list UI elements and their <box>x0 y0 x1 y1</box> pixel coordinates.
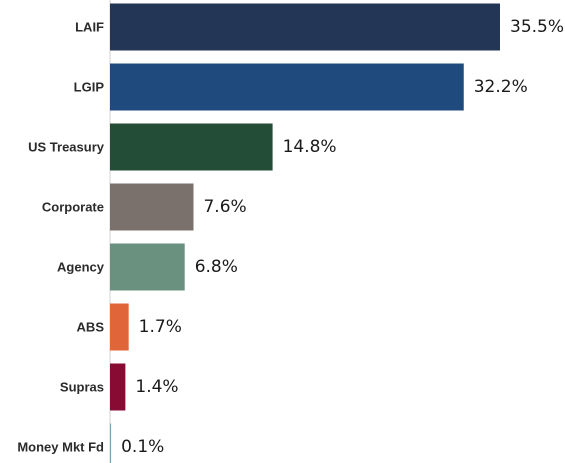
category-label-corporate: Corporate <box>42 200 104 215</box>
value-label-abs: 1.7% <box>139 317 182 337</box>
category-label-money-mkt-fd: Money Mkt Fd <box>17 440 104 455</box>
value-label-laif: 35.5% <box>510 17 564 37</box>
value-label-lgip: 32.2% <box>474 77 528 97</box>
value-label-money-mkt-fd: 0.1% <box>121 437 164 457</box>
value-labels-group: 35.5% 32.2% 14.8% 7.6% 6.8% 1.7% 1.4% 0.1% <box>121 17 564 457</box>
category-label-lgip: LGIP <box>74 80 105 95</box>
bar-supras <box>110 363 126 411</box>
bar-abs <box>110 303 129 351</box>
category-label-us-treasury: US Treasury <box>28 140 105 155</box>
category-label-supras: Supras <box>60 380 104 395</box>
bar-agency <box>110 243 185 291</box>
bars-group <box>110 3 500 463</box>
category-labels-group: LAIF LGIP US Treasury Corporate Agency ABS Sup… <box>17 20 104 455</box>
value-label-corporate: 7.6% <box>203 197 246 217</box>
category-label-abs: ABS <box>77 320 105 335</box>
value-label-us-treasury: 14.8% <box>283 137 337 157</box>
value-label-supras: 1.4% <box>135 377 178 397</box>
category-label-laif: LAIF <box>75 20 104 35</box>
bar-laif <box>110 3 500 51</box>
value-label-agency: 6.8% <box>195 257 238 277</box>
bar-us-treasury <box>110 123 273 171</box>
bar-money-mkt-fd <box>110 423 112 463</box>
category-label-agency: Agency <box>57 260 105 275</box>
bar-corporate <box>110 183 194 231</box>
bar-lgip <box>110 63 464 111</box>
